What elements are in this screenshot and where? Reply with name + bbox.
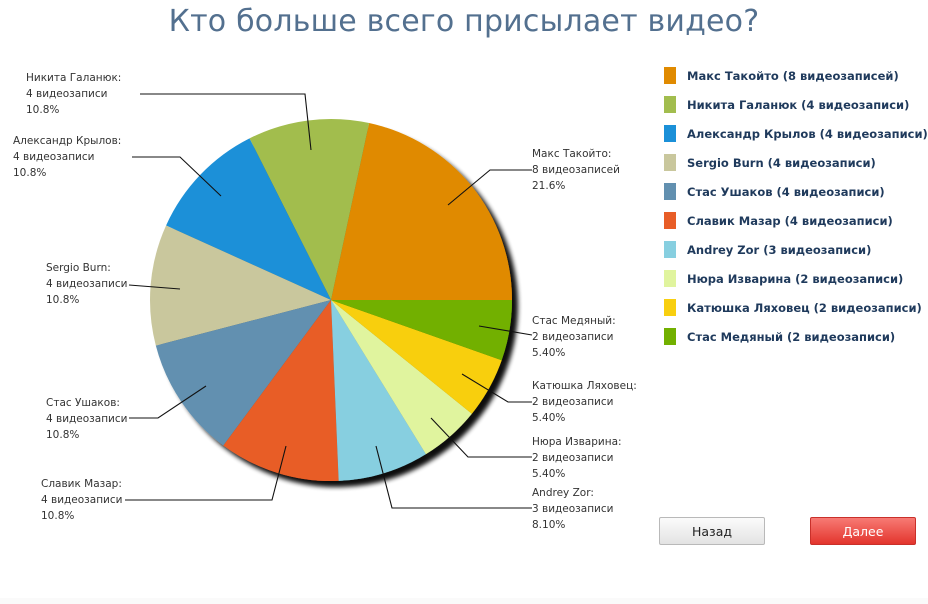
callout-percent: 10.8% bbox=[46, 294, 80, 306]
slice-callout: Стас Медяный: 2 видеозаписи 5.40% bbox=[532, 313, 616, 361]
legend-item: Нюра Изварина (2 видеозаписи) bbox=[664, 264, 928, 293]
legend: Макс Такойто (8 видеозаписей) Никита Гала… bbox=[664, 61, 928, 351]
callout-name: Sergio Burn: bbox=[46, 262, 111, 274]
callout-count: 3 видеозаписи bbox=[532, 503, 614, 515]
legend-swatch bbox=[664, 67, 676, 84]
footer-divider bbox=[0, 598, 928, 604]
legend-label: Стас Медяный (2 видеозаписи) bbox=[687, 329, 896, 344]
legend-label: Александр Крылов (4 видеозаписи) bbox=[687, 126, 928, 141]
legend-item: Andrey Zor (3 видеозаписи) bbox=[664, 235, 928, 264]
pie-slice bbox=[223, 300, 339, 482]
callout-count: 4 видеозаписи bbox=[41, 494, 123, 506]
callout-name: Катюшка Ляховец: bbox=[532, 380, 637, 392]
legend-label: Катюшка Ляховец (2 видеозаписи) bbox=[687, 300, 922, 315]
legend-label: Никита Галанюк (4 видеозаписи) bbox=[687, 97, 910, 112]
legend-swatch bbox=[664, 212, 676, 229]
callout-count: 4 видеозаписи bbox=[13, 151, 95, 163]
pie-slice bbox=[331, 123, 512, 300]
leader-line bbox=[128, 284, 181, 290]
legend-swatch bbox=[664, 154, 676, 171]
slice-callout: Нюра Изварина: 2 видеозаписи 5.40% bbox=[532, 434, 622, 482]
callout-count: 2 видеозаписи bbox=[532, 396, 614, 408]
pie-slices bbox=[150, 118, 512, 482]
legend-label: Sergio Burn (4 видеозаписи) bbox=[687, 155, 876, 170]
legend-item: Катюшка Ляховец (2 видеозаписи) bbox=[664, 293, 928, 322]
leader-line bbox=[129, 385, 207, 419]
leader-line bbox=[478, 325, 533, 336]
legend-swatch bbox=[664, 96, 676, 113]
leader-line bbox=[461, 373, 532, 403]
legend-label: Andrey Zor (3 видеозаписи) bbox=[687, 242, 872, 257]
leader-line bbox=[447, 169, 532, 206]
callout-percent: 8.10% bbox=[532, 519, 566, 531]
legend-label: Макс Такойто (8 видеозаписей) bbox=[687, 68, 899, 83]
pie-slice bbox=[166, 138, 331, 300]
slice-callout: Александр Крылов: 4 видеозаписи 10.8% bbox=[13, 133, 121, 181]
legend-swatch bbox=[664, 125, 676, 142]
slice-callout: Макс Такойто: 8 видеозаписей 21.6% bbox=[532, 146, 620, 194]
legend-label: Славик Мазар (4 видеозаписи) bbox=[687, 213, 893, 228]
pie-slice bbox=[331, 300, 426, 481]
legend-swatch bbox=[664, 241, 676, 258]
slice-callout: Никита Галанюк: 4 видеозаписи 10.8% bbox=[26, 70, 121, 118]
callout-percent: 10.8% bbox=[13, 167, 47, 179]
legend-item: Sergio Burn (4 видеозаписи) bbox=[664, 148, 928, 177]
leader-line bbox=[125, 445, 287, 501]
slice-callout: Sergio Burn: 4 видеозаписи 10.8% bbox=[46, 260, 127, 308]
legend-swatch bbox=[664, 299, 676, 316]
pie-slice bbox=[249, 118, 370, 300]
next-button[interactable]: Далее bbox=[810, 517, 916, 545]
callout-count: 8 видеозаписей bbox=[532, 164, 620, 176]
callout-name: Нюра Изварина: bbox=[532, 436, 622, 448]
callout-name: Макс Такойто: bbox=[532, 148, 612, 160]
slice-callout: Славик Мазар: 4 видеозаписи 10.8% bbox=[41, 476, 122, 524]
callout-percent: 10.8% bbox=[41, 510, 75, 522]
callout-percent: 5.40% bbox=[532, 412, 566, 424]
slice-callout: Катюшка Ляховец: 2 видеозаписи 5.40% bbox=[532, 378, 637, 426]
legend-item: Славик Мазар (4 видеозаписи) bbox=[664, 206, 928, 235]
callout-count: 2 видеозаписи bbox=[532, 331, 614, 343]
legend-swatch bbox=[664, 183, 676, 200]
leader-lines bbox=[125, 93, 533, 509]
legend-label: Стас Ушаков (4 видеозаписи) bbox=[687, 184, 885, 199]
callout-count: 2 видеозаписи bbox=[532, 452, 614, 464]
callout-name: Славик Мазар: bbox=[41, 478, 122, 490]
callout-count: 4 видеозаписи bbox=[46, 413, 128, 425]
legend-item: Никита Галанюк (4 видеозаписи) bbox=[664, 90, 928, 119]
back-button[interactable]: Назад bbox=[659, 517, 765, 545]
leader-line bbox=[375, 445, 532, 509]
pie-slice bbox=[331, 300, 502, 414]
callout-count: 4 видеозаписи bbox=[26, 88, 108, 100]
pie-slice bbox=[150, 225, 331, 346]
callout-name: Andrey Zor: bbox=[532, 487, 594, 499]
callout-percent: 10.8% bbox=[26, 104, 60, 116]
callout-name: Никита Галанюк: bbox=[26, 72, 122, 84]
leader-line bbox=[430, 417, 532, 458]
callout-name: Стас Медяный: bbox=[532, 315, 616, 327]
callout-count: 4 видеозаписи bbox=[46, 278, 128, 290]
pie-slice bbox=[331, 300, 472, 455]
callout-percent: 5.40% bbox=[532, 468, 566, 480]
pie-slice bbox=[331, 300, 512, 361]
slice-callout: Стас Ушаков: 4 видеозаписи 10.8% bbox=[46, 395, 127, 443]
callout-name: Стас Ушаков: bbox=[46, 397, 120, 409]
page-title: Кто больше всего присылает видео? bbox=[168, 4, 760, 39]
pie-slice bbox=[155, 300, 331, 446]
slice-callout: Andrey Zor: 3 видеозаписи 8.10% bbox=[532, 485, 613, 533]
legend-item: Макс Такойто (8 видеозаписей) bbox=[664, 61, 928, 90]
callout-percent: 10.8% bbox=[46, 429, 80, 441]
leader-line bbox=[132, 156, 222, 197]
callout-percent: 5.40% bbox=[532, 347, 566, 359]
leader-line bbox=[140, 93, 312, 151]
callout-percent: 21.6% bbox=[532, 180, 566, 192]
legend-swatch bbox=[664, 328, 676, 345]
legend-label: Нюра Изварина (2 видеозаписи) bbox=[687, 271, 904, 286]
legend-item: Стас Ушаков (4 видеозаписи) bbox=[664, 177, 928, 206]
callout-name: Александр Крылов: bbox=[13, 135, 122, 147]
legend-item: Стас Медяный (2 видеозаписи) bbox=[664, 322, 928, 351]
legend-item: Александр Крылов (4 видеозаписи) bbox=[664, 119, 928, 148]
legend-swatch bbox=[664, 270, 676, 287]
